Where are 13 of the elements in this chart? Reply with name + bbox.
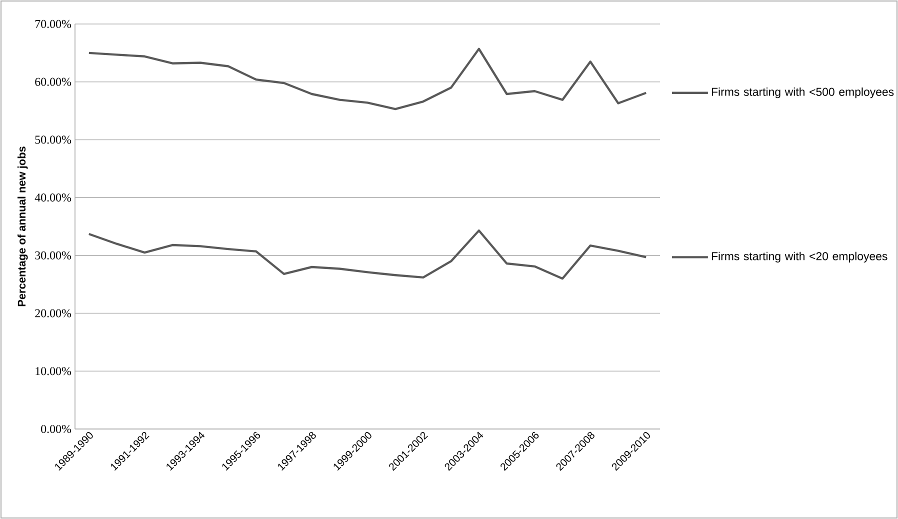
y-tick-label: 20.00% bbox=[35, 309, 72, 318]
y-tick-label: 40.00% bbox=[34, 194, 72, 202]
y-axis-title: Percentage of annual new jobs bbox=[18, 146, 28, 306]
line-series bbox=[88, 229, 648, 280]
y-tick-label: 50.00% bbox=[35, 136, 72, 144]
y-tick-label: 0.00% bbox=[41, 424, 72, 434]
legend-label: Firms starting with <20 employees bbox=[712, 252, 888, 262]
y-tick-label: 70.00% bbox=[35, 20, 72, 28]
y-tick-label: 10.00% bbox=[36, 367, 72, 376]
y-tick-label: 60.00% bbox=[35, 78, 72, 86]
legend-label: Firms starting with <500 employees bbox=[712, 88, 894, 98]
line-series bbox=[88, 48, 648, 110]
y-tick-label: 30.00% bbox=[35, 251, 72, 260]
